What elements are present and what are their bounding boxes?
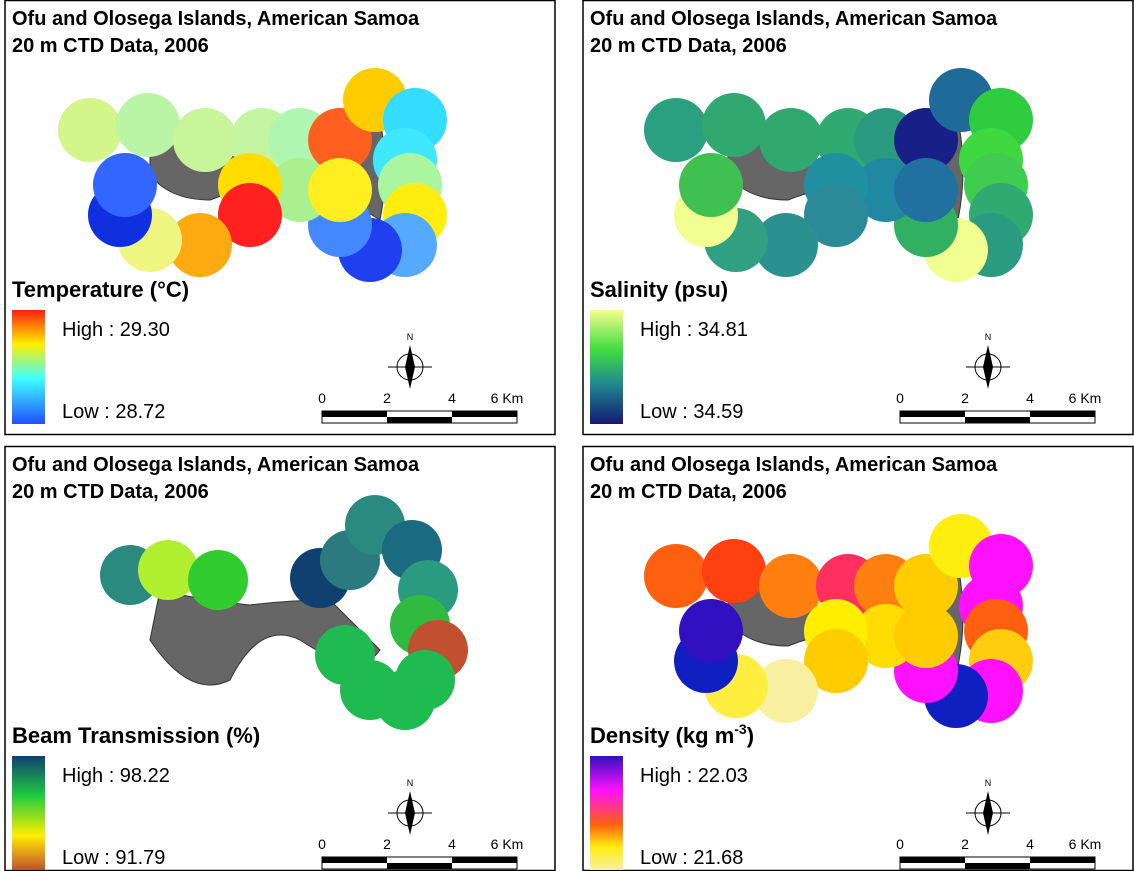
north-label: N: [407, 778, 414, 788]
panel-subtitle: 20 m CTD Data, 2006: [590, 35, 787, 57]
sample-circle: [308, 158, 372, 222]
sample-circle: [679, 153, 743, 217]
sample-circle: [702, 539, 766, 603]
legend-title: Density (kg m-3): [590, 721, 754, 748]
legend-title-text: Temperature (°C): [12, 277, 189, 302]
map-panel: Ofu and Olosega Islands, American Samoa 2…: [583, 447, 1133, 871]
sample-circle: [395, 650, 455, 710]
scale-seg: [452, 411, 517, 417]
north-arrow: N: [966, 778, 1010, 835]
north-label: N: [985, 778, 992, 788]
scale-label: 2: [383, 390, 391, 406]
sample-circle: [679, 599, 743, 663]
legend-title-sup: -3: [734, 721, 747, 737]
scale-seg: [900, 857, 965, 863]
panel-subtitle: 20 m CTD Data, 2006: [590, 481, 787, 503]
scale-label: 4: [448, 390, 456, 406]
sample-circle: [138, 540, 198, 600]
legend-high: High : 29.30: [62, 319, 170, 341]
compass-needle: [405, 791, 415, 835]
scale-seg: [387, 863, 452, 869]
compass-needle: [983, 791, 993, 835]
north-arrow: N: [388, 332, 432, 389]
scale-label: 2: [961, 390, 969, 406]
map-panel: Ofu and Olosega Islands, American Samoa 2…: [5, 1, 555, 435]
legend-title-text: Salinity (psu): [590, 277, 728, 302]
legend-high: High : 22.03: [640, 765, 748, 787]
panel-title: Ofu and Olosega Islands, American Samoa: [590, 8, 998, 30]
scale-seg: [387, 417, 452, 423]
scale-seg: [452, 857, 517, 863]
panel-title: Ofu and Olosega Islands, American Samoa: [12, 454, 420, 476]
legend-gradient: [590, 310, 623, 424]
legend-title-text: Beam Transmission (%): [12, 723, 260, 748]
north-arrow: N: [388, 778, 432, 835]
legend-low: Low : 91.79: [62, 847, 165, 869]
scale-seg: [322, 857, 387, 863]
legend-title: Salinity (psu): [590, 277, 728, 302]
sample-circle: [644, 544, 708, 608]
north-label: N: [985, 332, 992, 342]
legend-gradient: [12, 756, 45, 870]
legend-gradient: [590, 756, 623, 870]
legend-title: Beam Transmission (%): [12, 723, 260, 748]
north-arrow: N: [966, 332, 1010, 389]
scale-label: 0: [318, 390, 326, 406]
scale-seg: [900, 411, 965, 417]
north-label: N: [407, 332, 414, 342]
compass-needle: [405, 345, 415, 389]
sample-circle: [702, 93, 766, 157]
legend-high: High : 98.22: [62, 765, 170, 787]
scale-seg: [322, 411, 387, 417]
sample-circle: [116, 93, 180, 157]
sample-circle: [188, 550, 248, 610]
figure: Ofu and Olosega Islands, American Samoa 2…: [0, 0, 1134, 871]
scale-label: 4: [1026, 390, 1034, 406]
panel-title: Ofu and Olosega Islands, American Samoa: [12, 8, 420, 30]
sample-circle: [894, 158, 958, 222]
scale-seg: [965, 417, 1030, 423]
legend-title-end: ): [747, 723, 754, 748]
scale-label: 4: [448, 836, 456, 852]
scale-label: 6 Km: [491, 836, 524, 852]
compass-needle: [983, 345, 993, 389]
scale-label: 4: [1026, 836, 1034, 852]
map-panel: Ofu and Olosega Islands, American Samoa 2…: [583, 1, 1133, 435]
legend-high: High : 34.81: [640, 319, 748, 341]
legend-low: Low : 34.59: [640, 401, 743, 423]
scale-label: 6 Km: [1069, 836, 1102, 852]
scale-label: 0: [896, 836, 904, 852]
panel-frame: [5, 447, 555, 871]
map-panel: Ofu and Olosega Islands, American Samoa 2…: [5, 447, 555, 871]
panel-subtitle: 20 m CTD Data, 2006: [12, 481, 209, 503]
sample-circle: [93, 153, 157, 217]
scale-label: 2: [383, 836, 391, 852]
panel-subtitle: 20 m CTD Data, 2006: [12, 35, 209, 57]
scale-seg: [1030, 857, 1095, 863]
legend-title: Temperature (°C): [12, 277, 189, 302]
scale-label: 6 Km: [1069, 390, 1102, 406]
scale-label: 6 Km: [491, 390, 524, 406]
scale-label: 0: [896, 390, 904, 406]
scale-seg: [965, 863, 1030, 869]
scale-seg: [1030, 411, 1095, 417]
sample-circle: [894, 604, 958, 668]
scale-label: 2: [961, 836, 969, 852]
scale-label: 0: [318, 836, 326, 852]
sample-circle: [644, 98, 708, 162]
legend-title-text: Density (kg m: [590, 723, 734, 748]
panel-title: Ofu and Olosega Islands, American Samoa: [590, 454, 998, 476]
legend-gradient: [12, 310, 45, 424]
legend-low: Low : 28.72: [62, 401, 165, 423]
sample-circle: [58, 98, 122, 162]
legend-low: Low : 21.68: [640, 847, 743, 869]
